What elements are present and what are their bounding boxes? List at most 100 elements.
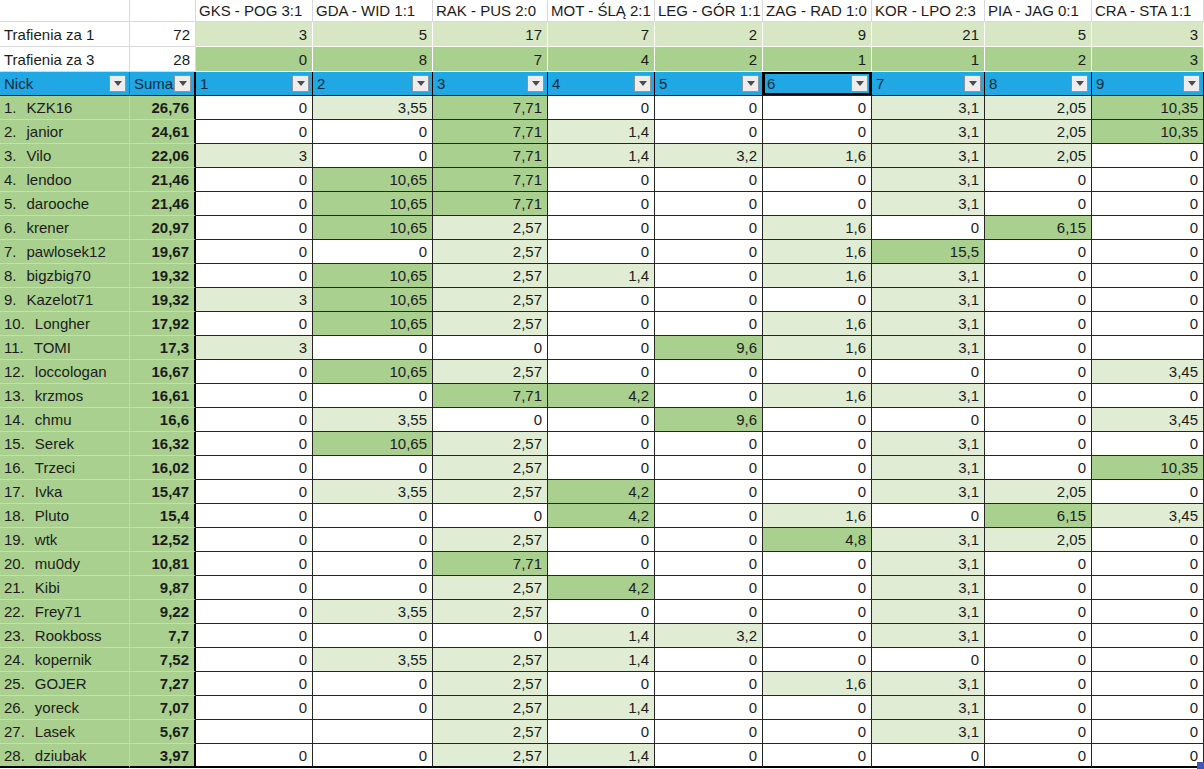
summary-label-cell[interactable]: Trafienia za 1 bbox=[0, 22, 130, 47]
score-cell[interactable]: 0 bbox=[655, 384, 763, 408]
score-cell[interactable]: 0 bbox=[985, 600, 1092, 624]
score-cell[interactable]: 3,1 bbox=[872, 336, 985, 360]
score-cell[interactable]: 0 bbox=[1092, 144, 1204, 168]
score-cell[interactable]: 10,65 bbox=[313, 264, 433, 288]
score-cell[interactable]: 0 bbox=[655, 504, 763, 528]
score-cell[interactable]: 0 bbox=[196, 672, 313, 696]
score-cell[interactable]: 1,6 bbox=[763, 384, 872, 408]
score-cell[interactable]: 3,45 bbox=[1092, 360, 1204, 384]
summary-total-cell[interactable]: 72 bbox=[130, 22, 196, 47]
match-header-cell[interactable]: KOR - LPO 2:3 bbox=[872, 0, 985, 22]
filter-cell-8[interactable]: 8 bbox=[985, 72, 1092, 96]
match-header-cell[interactable]: PIA - JAG 0:1 bbox=[985, 0, 1092, 22]
score-cell[interactable]: 0 bbox=[196, 648, 313, 672]
score-cell[interactable]: 0 bbox=[313, 384, 433, 408]
score-cell[interactable]: 0 bbox=[655, 288, 763, 312]
filter-dropdown-button[interactable] bbox=[109, 75, 126, 92]
score-cell[interactable]: 0 bbox=[763, 480, 872, 504]
filter-cell-5[interactable]: 5 bbox=[655, 72, 763, 96]
score-cell[interactable]: 2,57 bbox=[433, 744, 548, 768]
match-header-cell[interactable]: CRA - STA 1:1 bbox=[1092, 0, 1204, 22]
score-cell[interactable]: 0 bbox=[655, 528, 763, 552]
score-cell[interactable]: 0 bbox=[548, 192, 655, 216]
player-rank-nick-cell[interactable]: 15.Serek bbox=[0, 432, 130, 456]
filter-cell-7[interactable]: 7 bbox=[872, 72, 985, 96]
score-cell[interactable]: 0 bbox=[763, 456, 872, 480]
score-cell[interactable]: 0 bbox=[1092, 432, 1204, 456]
score-cell[interactable]: 1,6 bbox=[763, 240, 872, 264]
score-cell[interactable]: 0 bbox=[655, 312, 763, 336]
score-cell[interactable]: 0 bbox=[313, 240, 433, 264]
score-cell[interactable]: 0 bbox=[196, 480, 313, 504]
score-cell[interactable]: 1,4 bbox=[548, 744, 655, 768]
score-cell[interactable]: 0 bbox=[763, 288, 872, 312]
score-cell[interactable]: 3,55 bbox=[313, 480, 433, 504]
score-cell[interactable]: 0 bbox=[196, 408, 313, 432]
score-cell[interactable]: 3,1 bbox=[872, 264, 985, 288]
score-cell[interactable]: 2,57 bbox=[433, 696, 548, 720]
score-cell[interactable]: 2,57 bbox=[433, 288, 548, 312]
score-cell[interactable]: 2,57 bbox=[433, 576, 548, 600]
player-rank-nick-cell[interactable]: 13.krzmos bbox=[0, 384, 130, 408]
score-cell[interactable]: 3,1 bbox=[872, 480, 985, 504]
player-suma-cell[interactable]: 7,52 bbox=[130, 648, 196, 672]
score-cell[interactable]: 0 bbox=[985, 240, 1092, 264]
score-cell[interactable]: 3,55 bbox=[313, 96, 433, 120]
summary-value-cell[interactable]: 1 bbox=[763, 47, 872, 72]
score-cell[interactable]: 2,57 bbox=[433, 312, 548, 336]
score-cell[interactable]: 3,1 bbox=[872, 192, 985, 216]
score-cell[interactable]: 3,45 bbox=[1092, 504, 1204, 528]
score-cell[interactable]: 0 bbox=[1092, 216, 1204, 240]
score-cell[interactable]: 2,57 bbox=[433, 216, 548, 240]
score-cell[interactable]: 0 bbox=[196, 600, 313, 624]
score-cell[interactable]: 0 bbox=[872, 504, 985, 528]
score-cell[interactable]: 0 bbox=[196, 96, 313, 120]
player-suma-cell[interactable]: 24,61 bbox=[130, 120, 196, 144]
score-cell[interactable]: 0 bbox=[196, 624, 313, 648]
player-suma-cell[interactable]: 16,02 bbox=[130, 456, 196, 480]
score-cell[interactable]: 0 bbox=[196, 120, 313, 144]
score-cell[interactable]: 3,1 bbox=[872, 624, 985, 648]
filter-dropdown-button[interactable] bbox=[527, 75, 544, 92]
score-cell[interactable]: 0 bbox=[763, 192, 872, 216]
score-cell[interactable]: 2,57 bbox=[433, 528, 548, 552]
summary-value-cell[interactable]: 5 bbox=[313, 22, 433, 47]
score-cell[interactable]: 0 bbox=[196, 552, 313, 576]
filter-dropdown-button[interactable] bbox=[1183, 75, 1200, 92]
player-suma-cell[interactable]: 15,4 bbox=[130, 504, 196, 528]
score-cell[interactable]: 0 bbox=[196, 192, 313, 216]
score-cell[interactable]: 0 bbox=[196, 456, 313, 480]
score-cell[interactable]: 2,05 bbox=[985, 480, 1092, 504]
score-cell[interactable]: 3,1 bbox=[872, 384, 985, 408]
summary-label-cell[interactable]: Trafienia za 3 bbox=[0, 47, 130, 72]
score-cell[interactable]: 0 bbox=[763, 168, 872, 192]
score-cell[interactable]: 0 bbox=[433, 336, 548, 360]
score-cell[interactable]: 3,55 bbox=[313, 600, 433, 624]
score-cell[interactable]: 0 bbox=[196, 696, 313, 720]
score-cell[interactable]: 0 bbox=[655, 240, 763, 264]
score-cell[interactable]: 0 bbox=[985, 336, 1092, 360]
score-cell[interactable]: 0 bbox=[548, 336, 655, 360]
score-cell[interactable]: 0 bbox=[985, 168, 1092, 192]
score-cell[interactable]: 0 bbox=[548, 168, 655, 192]
score-cell[interactable]: 0 bbox=[196, 240, 313, 264]
score-cell[interactable]: 0 bbox=[985, 456, 1092, 480]
score-cell[interactable]: 0 bbox=[196, 432, 313, 456]
score-cell[interactable]: 0 bbox=[655, 192, 763, 216]
score-cell[interactable]: 0 bbox=[433, 408, 548, 432]
filter-dropdown-button[interactable] bbox=[964, 75, 981, 92]
player-rank-nick-cell[interactable]: 28.dziubak bbox=[0, 744, 130, 768]
score-cell[interactable]: 0 bbox=[1092, 552, 1204, 576]
score-cell[interactable]: 0 bbox=[985, 744, 1092, 768]
score-cell[interactable]: 0 bbox=[548, 528, 655, 552]
score-cell[interactable]: 0 bbox=[655, 600, 763, 624]
player-rank-nick-cell[interactable]: 21.Kibi bbox=[0, 576, 130, 600]
summary-value-cell[interactable]: 4 bbox=[548, 47, 655, 72]
score-cell[interactable]: 0 bbox=[763, 744, 872, 768]
score-cell[interactable]: 1,6 bbox=[763, 672, 872, 696]
player-suma-cell[interactable]: 3,97 bbox=[130, 744, 196, 768]
filter-dropdown-button[interactable] bbox=[1071, 75, 1088, 92]
score-cell[interactable] bbox=[1092, 336, 1204, 360]
score-cell[interactable]: 0 bbox=[1092, 384, 1204, 408]
score-cell[interactable]: 9,6 bbox=[655, 408, 763, 432]
